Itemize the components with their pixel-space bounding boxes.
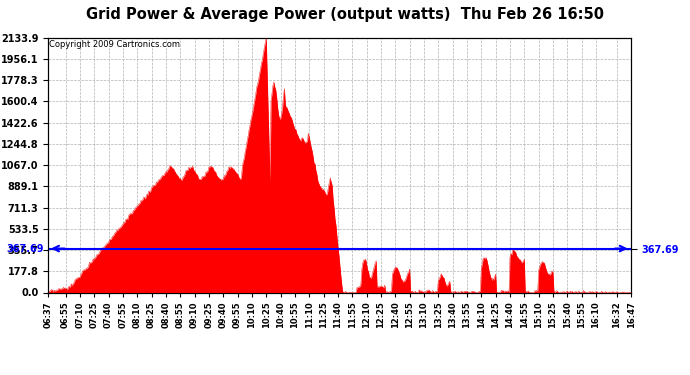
Text: 367.69: 367.69 [6,243,43,254]
Text: Copyright 2009 Cartronics.com: Copyright 2009 Cartronics.com [50,40,181,49]
Text: Grid Power & Average Power (output watts)  Thu Feb 26 16:50: Grid Power & Average Power (output watts… [86,8,604,22]
